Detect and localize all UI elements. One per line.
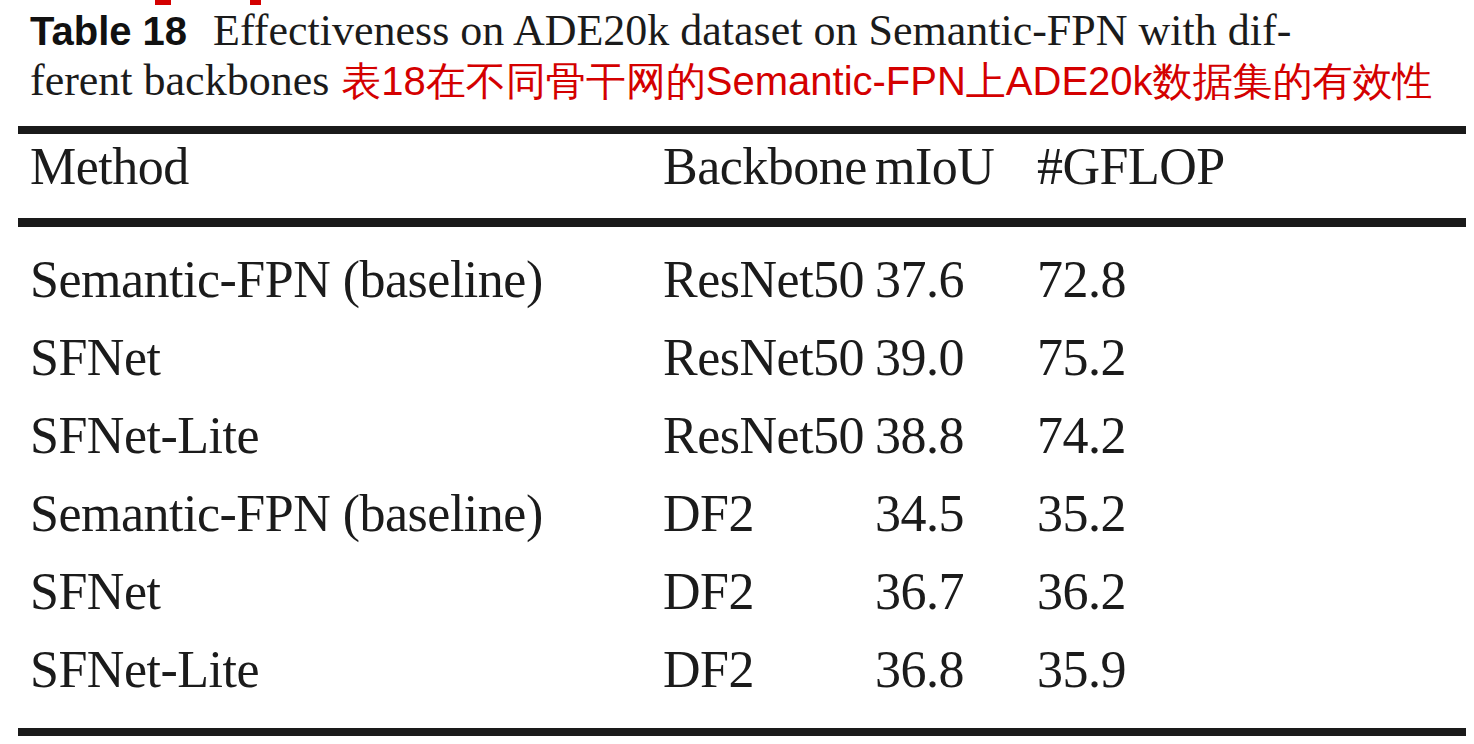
table-cell: Semantic-FPN (baseline) (30, 254, 543, 306)
table-bottom-rule (18, 728, 1466, 736)
table-cell: Semantic-FPN (baseline) (30, 488, 543, 540)
table-cell: SFNet (30, 566, 160, 618)
table-top-rule (18, 126, 1466, 134)
table-cell: 35.9 (1037, 644, 1126, 696)
table-caption-label: Table 18 (30, 9, 187, 53)
table-cell: 36.2 (1037, 566, 1126, 618)
table-cell: 35.2 (1037, 488, 1126, 540)
table-cell: ResNet50 (663, 410, 864, 462)
clipped-red-text-fragment (155, 0, 171, 5)
table-row: SFNet ResNet5039.0 75.2 (0, 318, 1474, 396)
column-header-backbone: Backbone (663, 141, 867, 193)
column-header-method: Method (30, 141, 189, 193)
table-cell: 74.2 (1037, 410, 1126, 462)
table-caption-text-line1: Effectiveness on ADE20k dataset on Seman… (213, 6, 1291, 55)
table-row: Semantic-FPN (baseline) ResNet5037.6 72.8 (0, 240, 1474, 318)
table-cell: 75.2 (1037, 332, 1126, 384)
table-row: SFNet DF2 36.7 36.2 (0, 552, 1474, 630)
table-cell: DF2 (663, 644, 754, 696)
table-row: SFNet-Lite DF2 36.8 35.9 (0, 630, 1474, 708)
clipped-red-text-fragment (250, 0, 261, 5)
table-cell: 39.0 (875, 332, 964, 384)
table-header-rule (18, 218, 1466, 227)
table-cell: ResNet50 (663, 332, 864, 384)
table-cell: SFNet-Lite (30, 644, 259, 696)
table-caption-text-line2: ferent backbones (30, 56, 329, 105)
table-cell: 36.7 (875, 566, 964, 618)
table-row: SFNet-Lite ResNet5038.8 74.2 (0, 396, 1474, 474)
table-cell: SFNet-Lite (30, 410, 259, 462)
table-cell: ResNet50 (663, 254, 864, 306)
table-cell: DF2 (663, 488, 754, 540)
table-caption-line2: ferent backbones 表18在不同骨干网的Semantic-FPN上A… (30, 56, 1474, 115)
table-cell: 72.8 (1037, 254, 1126, 306)
column-header-gflop: #GFLOP (1037, 141, 1225, 193)
chinese-translation-annotation: 表18在不同骨干网的Semantic-FPN上ADE20k数据集的有效性 (341, 59, 1432, 103)
column-header-miou: mIoU (875, 141, 994, 193)
table-cell: 34.5 (875, 488, 964, 540)
table-header-row: Method Backbone mIoU #GFLOP (0, 141, 1474, 201)
table-cell: DF2 (663, 566, 754, 618)
table-row: Semantic-FPN (baseline) DF2 34.5 35.2 (0, 474, 1474, 552)
table-cell: 36.8 (875, 644, 964, 696)
paper-table-figure: Table 18 Effectiveness on ADE20k dataset … (0, 0, 1474, 744)
table-cell: SFNet (30, 332, 160, 384)
table-cell: 37.6 (875, 254, 964, 306)
table-body: Semantic-FPN (baseline)ResNet5037.672.8S… (0, 240, 1474, 708)
table-cell: 38.8 (875, 410, 964, 462)
